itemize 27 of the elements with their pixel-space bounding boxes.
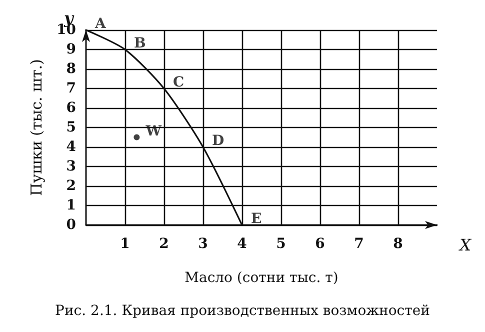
text: Рис. 2.1. Кривая производственных возможностей bbox=[55, 303, 430, 319]
text: X bbox=[458, 236, 472, 254]
y-tick-label: 4 bbox=[66, 139, 76, 155]
annotation: E bbox=[251, 211, 262, 227]
annotation: C bbox=[173, 74, 184, 90]
y-tick-label: 0 bbox=[66, 217, 76, 233]
x-tick-label: 3 bbox=[198, 236, 208, 252]
annotation: A bbox=[94, 16, 107, 32]
y-tick-label: 8 bbox=[66, 61, 76, 77]
y-tick-label: 2 bbox=[66, 178, 76, 194]
y-tick-label: 1 bbox=[66, 198, 76, 214]
x-axis-title: Масло (сотни тыс. т) bbox=[184, 270, 338, 286]
y-tick-label: 5 bbox=[66, 120, 76, 136]
x-tick-label: 7 bbox=[354, 236, 364, 252]
x-tick-label: 4 bbox=[237, 236, 248, 252]
annotation: D bbox=[212, 133, 224, 149]
x-tick-label: 5 bbox=[276, 236, 286, 252]
y-tick-label: 6 bbox=[66, 100, 76, 116]
y-tick-label: 3 bbox=[66, 158, 76, 174]
y-axis-title: Пушки (тыс. шт.) bbox=[28, 59, 46, 196]
x-tick-label: 1 bbox=[120, 236, 130, 252]
y-tick-label: 7 bbox=[66, 80, 76, 96]
y-tick-label: 9 bbox=[66, 42, 76, 58]
x-tick-label: 6 bbox=[315, 236, 325, 252]
annotation: B bbox=[134, 36, 146, 52]
x-tick-label: 8 bbox=[393, 236, 403, 252]
x-tick-label: 2 bbox=[159, 236, 169, 252]
